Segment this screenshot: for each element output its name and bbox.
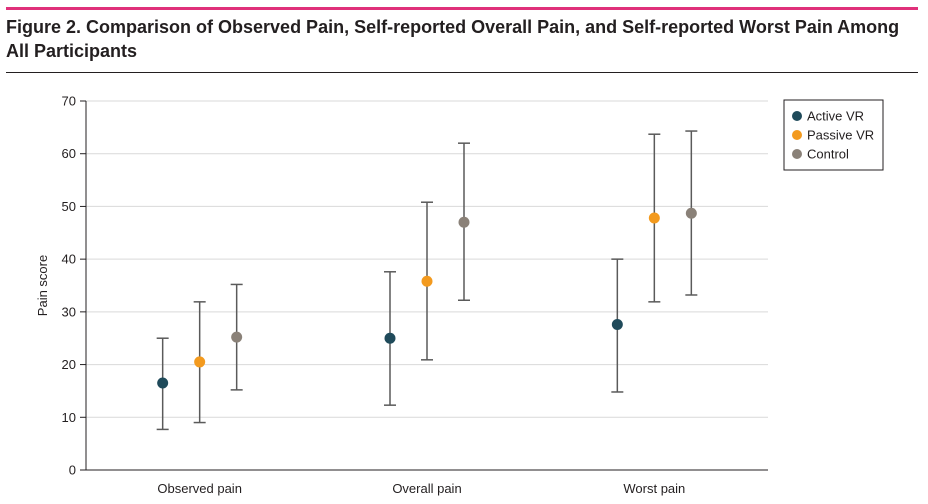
legend-label: Passive VR (807, 128, 874, 143)
legend-label: Control (807, 147, 849, 162)
axes: 0 10 20 30 40 50 60 70 Pain score Observed pain Ov… (35, 94, 768, 496)
title-divider (6, 72, 918, 73)
data-point (421, 275, 433, 287)
title-accent-bar (6, 7, 918, 10)
figure-title: Figure 2. Comparison of Observed Pain, S… (6, 17, 900, 61)
y-tick-label-70: 70 (62, 94, 76, 109)
y-tick-label-30: 30 (62, 304, 76, 319)
y-axis-title: Pain score (35, 255, 50, 316)
data-point (611, 319, 623, 331)
data-point (384, 332, 396, 344)
y-tick-label-20: 20 (62, 357, 76, 372)
x-tick-label-2: Worst pain (623, 481, 685, 496)
data-point (685, 207, 697, 219)
data-point (458, 216, 470, 228)
pain-score-chart: 0 10 20 30 40 50 60 70 Pain score Observed pain Ov… (35, 94, 884, 496)
y-tick-label-60: 60 (62, 146, 76, 161)
series-passive-vr (193, 133, 661, 424)
series-control (230, 130, 698, 391)
legend: Active VR Passive VR Control (783, 99, 884, 171)
data-series (156, 130, 698, 431)
data-point (194, 356, 206, 368)
y-tick-label-50: 50 (62, 199, 76, 214)
legend-marker (792, 149, 802, 159)
data-point (231, 331, 243, 343)
data-point (648, 212, 660, 224)
legend-label: Active VR (807, 109, 864, 124)
series-active-vr (156, 258, 624, 431)
y-tick-label-0: 0 (69, 463, 76, 478)
legend-marker (792, 130, 802, 140)
data-point (157, 377, 169, 389)
y-tick-label-40: 40 (62, 252, 76, 267)
y-tick-label-10: 10 (62, 410, 76, 425)
x-tick-label-1: Overall pain (392, 481, 461, 496)
legend-marker (792, 111, 802, 121)
x-tick-label-0: Observed pain (157, 481, 242, 496)
